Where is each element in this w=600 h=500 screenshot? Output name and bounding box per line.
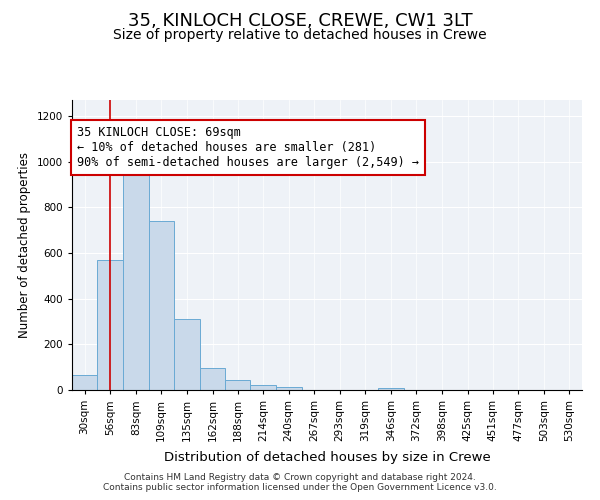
Bar [225, 380, 250, 390]
Bar [149, 221, 174, 390]
Y-axis label: Number of detached properties: Number of detached properties [18, 152, 31, 338]
Text: Distribution of detached houses by size in Crewe: Distribution of detached houses by size … [164, 451, 490, 464]
Text: Contains HM Land Registry data © Crown copyright and database right 2024.
Contai: Contains HM Land Registry data © Crown c… [103, 473, 497, 492]
Text: 35, KINLOCH CLOSE, CREWE, CW1 3LT: 35, KINLOCH CLOSE, CREWE, CW1 3LT [128, 12, 472, 30]
Bar [72, 375, 97, 390]
Bar [379, 388, 404, 390]
Text: Size of property relative to detached houses in Crewe: Size of property relative to detached ho… [113, 28, 487, 42]
Bar [97, 260, 124, 390]
Bar [124, 162, 149, 390]
Bar [200, 368, 225, 390]
Bar [250, 386, 275, 390]
Text: 35 KINLOCH CLOSE: 69sqm
← 10% of detached houses are smaller (281)
90% of semi-d: 35 KINLOCH CLOSE: 69sqm ← 10% of detache… [77, 126, 419, 170]
Bar [275, 387, 302, 390]
Bar [174, 319, 200, 390]
